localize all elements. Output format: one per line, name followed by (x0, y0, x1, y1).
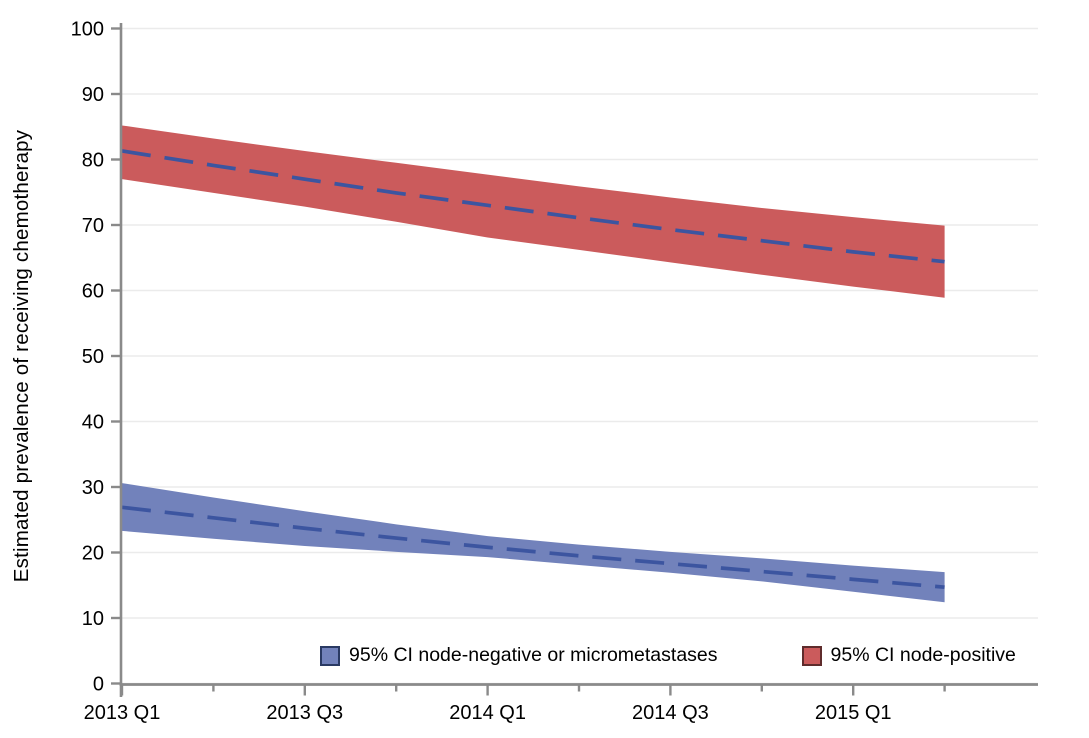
svg-text:90: 90 (82, 84, 104, 106)
legend-label-node-negative: 95% CI node-negative or micrometastases (349, 644, 718, 666)
y-axis-ticks: 0 10 20 30 40 50 60 70 80 90 100 (71, 19, 120, 696)
svg-text:2013 Q1: 2013 Q1 (84, 702, 161, 724)
svg-text:60: 60 (82, 281, 104, 303)
svg-text:70: 70 (82, 215, 104, 237)
svg-text:20: 20 (82, 543, 104, 565)
svg-text:80: 80 (82, 150, 104, 172)
svg-text:2014 Q3: 2014 Q3 (632, 702, 709, 724)
legend-item-node-positive: 95% CI node-positive (801, 644, 1016, 667)
node-positive-ci-swatch-icon (801, 645, 822, 666)
legend-label-node-positive: 95% CI node-positive (830, 644, 1016, 666)
svg-text:2013 Q3: 2013 Q3 (266, 702, 343, 724)
x-axis-ticks: 2013 Q1 2013 Q3 2014 Q1 2014 Q3 2015 Q1 (84, 685, 946, 724)
ci-band-node-negative (122, 483, 945, 603)
gridlines (122, 27, 1038, 685)
estimate-line-node-negative (121, 505, 945, 590)
svg-text:30: 30 (82, 477, 104, 499)
estimate-line-node-positive (121, 149, 945, 264)
svg-text:2015 Q1: 2015 Q1 (815, 702, 892, 724)
svg-text:100: 100 (71, 19, 104, 41)
svg-text:10: 10 (82, 608, 104, 630)
legend: 95% CI node-negative or micrometastases … (320, 644, 1016, 667)
svg-text:0: 0 (93, 674, 104, 696)
svg-text:40: 40 (82, 412, 104, 434)
svg-text:2014 Q1: 2014 Q1 (449, 702, 526, 724)
node-negative-ci-swatch-icon (320, 645, 340, 666)
legend-item-node-negative: 95% CI node-negative or micrometastases (320, 644, 718, 667)
svg-text:50: 50 (82, 346, 104, 368)
